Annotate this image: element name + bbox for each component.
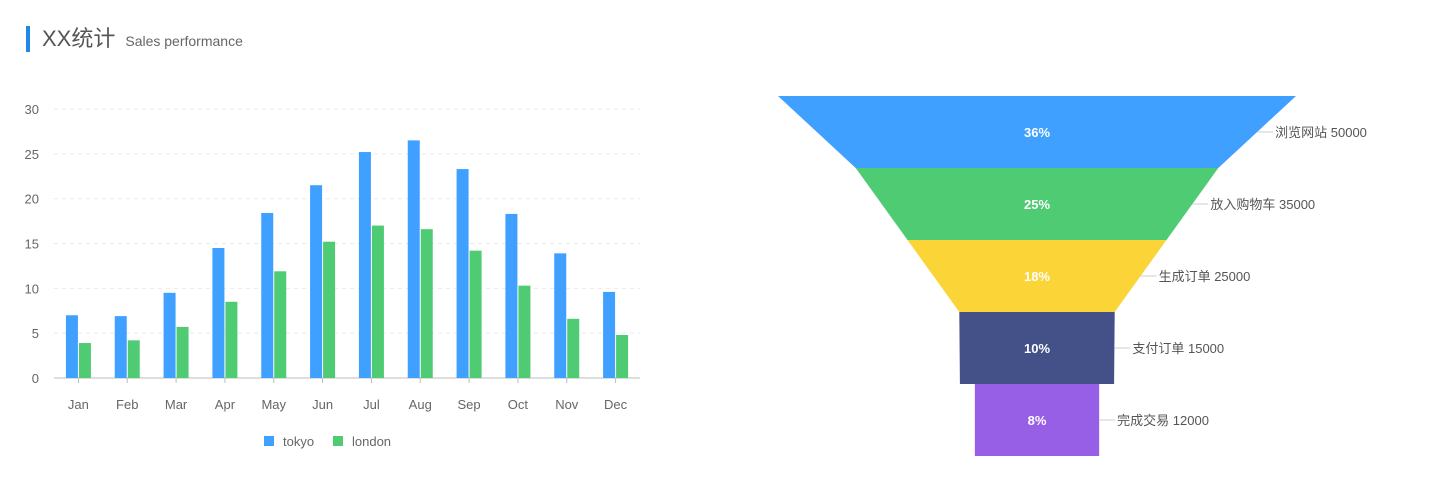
funnel-stage-2[interactable]: 25% 放入购物车 35000: [855, 168, 1315, 240]
bar-london-apr[interactable]: [225, 301, 238, 378]
page-title: XX统计: [42, 26, 116, 51]
bar-tokyo-jun[interactable]: [310, 185, 323, 378]
bar-tokyo-nov[interactable]: [554, 253, 567, 378]
funnel-percent-label: 25%: [1024, 197, 1050, 212]
legend-label: london: [352, 434, 391, 449]
funnel-stage-label: 完成交易 12000: [1117, 413, 1209, 428]
x-tick-label: Apr: [215, 397, 236, 412]
x-tick-label: May: [261, 397, 286, 412]
bar-london-oct[interactable]: [518, 285, 531, 378]
x-tick-label: Mar: [165, 397, 188, 412]
bar-tokyo-jul[interactable]: [358, 152, 371, 378]
bar-tokyo-mar[interactable]: [163, 292, 176, 378]
funnel-stage-label: 支付订单 15000: [1132, 341, 1224, 356]
y-tick-label: 0: [32, 371, 39, 386]
funnel-stage-4[interactable]: 10% 支付订单 15000: [959, 312, 1224, 384]
funnel-segment: [959, 312, 1115, 384]
x-tick-label: Jul: [363, 397, 380, 412]
bar-tokyo-sep[interactable]: [456, 169, 469, 378]
bar-tokyo-feb[interactable]: [114, 316, 127, 378]
y-tick-label: 20: [25, 192, 39, 207]
page-subtitle: Sales performance: [125, 33, 243, 49]
legend-label: tokyo: [283, 434, 314, 449]
y-tick-label: 10: [25, 281, 39, 296]
x-tick-label: Aug: [409, 397, 432, 412]
title-accent-bar: [26, 26, 30, 52]
x-tick-label: Feb: [116, 397, 138, 412]
bar-tokyo-oct[interactable]: [505, 213, 518, 378]
funnel-stage-label: 放入购物车 35000: [1210, 197, 1315, 212]
funnel-stage-3[interactable]: 18% 生成订单 25000: [907, 240, 1251, 312]
bar-london-jul[interactable]: [371, 225, 384, 378]
x-tick-label: Sep: [458, 397, 481, 412]
bar-london-aug[interactable]: [420, 229, 433, 378]
funnel-stage-5[interactable]: 8% 完成交易 12000: [974, 384, 1209, 456]
funnel-segment: [974, 384, 1100, 456]
funnel-percent-label: 8%: [1028, 413, 1047, 428]
bar-london-mar[interactable]: [176, 326, 189, 378]
funnel-chart: 36% 浏览网站 50000 25% 放入购物车 35000 18% 生成订单 25000…: [778, 96, 1367, 456]
bar-london-feb[interactable]: [127, 340, 140, 378]
x-tick-label: Jun: [312, 397, 333, 412]
x-tick-label: Oct: [508, 397, 529, 412]
funnel-segment: [907, 240, 1167, 312]
y-tick-label: 25: [25, 147, 39, 162]
x-tick-label: Dec: [604, 397, 628, 412]
x-tick-label: Nov: [555, 397, 579, 412]
bar-chart: 0 5 10 15 20 25 30 Jan Feb Mar Apr May Jun Jul Aug Sep O…: [25, 102, 640, 449]
bar-london-jan[interactable]: [78, 343, 91, 378]
bar-london-sep[interactable]: [469, 250, 482, 378]
funnel-percent-label: 10%: [1024, 341, 1050, 356]
legend-swatch: [264, 436, 274, 446]
legend-item-tokyo[interactable]: tokyo: [264, 434, 314, 449]
bar-tokyo-may[interactable]: [261, 213, 274, 378]
funnel-segment: [855, 168, 1219, 240]
funnel-percent-label: 36%: [1024, 125, 1050, 140]
funnel-segment: [778, 96, 1296, 168]
y-tick-label: 30: [25, 102, 39, 117]
bar-london-dec[interactable]: [616, 334, 629, 378]
bar-london-may[interactable]: [274, 271, 287, 378]
funnel-percent-label: 18%: [1024, 269, 1050, 284]
y-tick-label: 5: [32, 326, 39, 341]
bar-tokyo-dec[interactable]: [603, 291, 616, 378]
y-tick-label: 15: [25, 237, 39, 252]
funnel-stage-1[interactable]: 36% 浏览网站 50000: [778, 96, 1367, 168]
legend-swatch: [333, 436, 343, 446]
bar-tokyo-aug[interactable]: [407, 140, 420, 378]
bar-tokyo-jan[interactable]: [65, 315, 78, 378]
funnel-stage-label: 生成订单 25000: [1159, 269, 1251, 284]
legend-item-london[interactable]: london: [333, 434, 391, 449]
page-header: XX统计 Sales performance: [26, 26, 243, 52]
bar-tokyo-apr[interactable]: [212, 247, 225, 378]
bar-london-nov[interactable]: [567, 318, 580, 378]
x-tick-label: Jan: [68, 397, 89, 412]
bar-london-jun[interactable]: [323, 241, 336, 378]
funnel-stage-label: 浏览网站 50000: [1275, 125, 1367, 140]
